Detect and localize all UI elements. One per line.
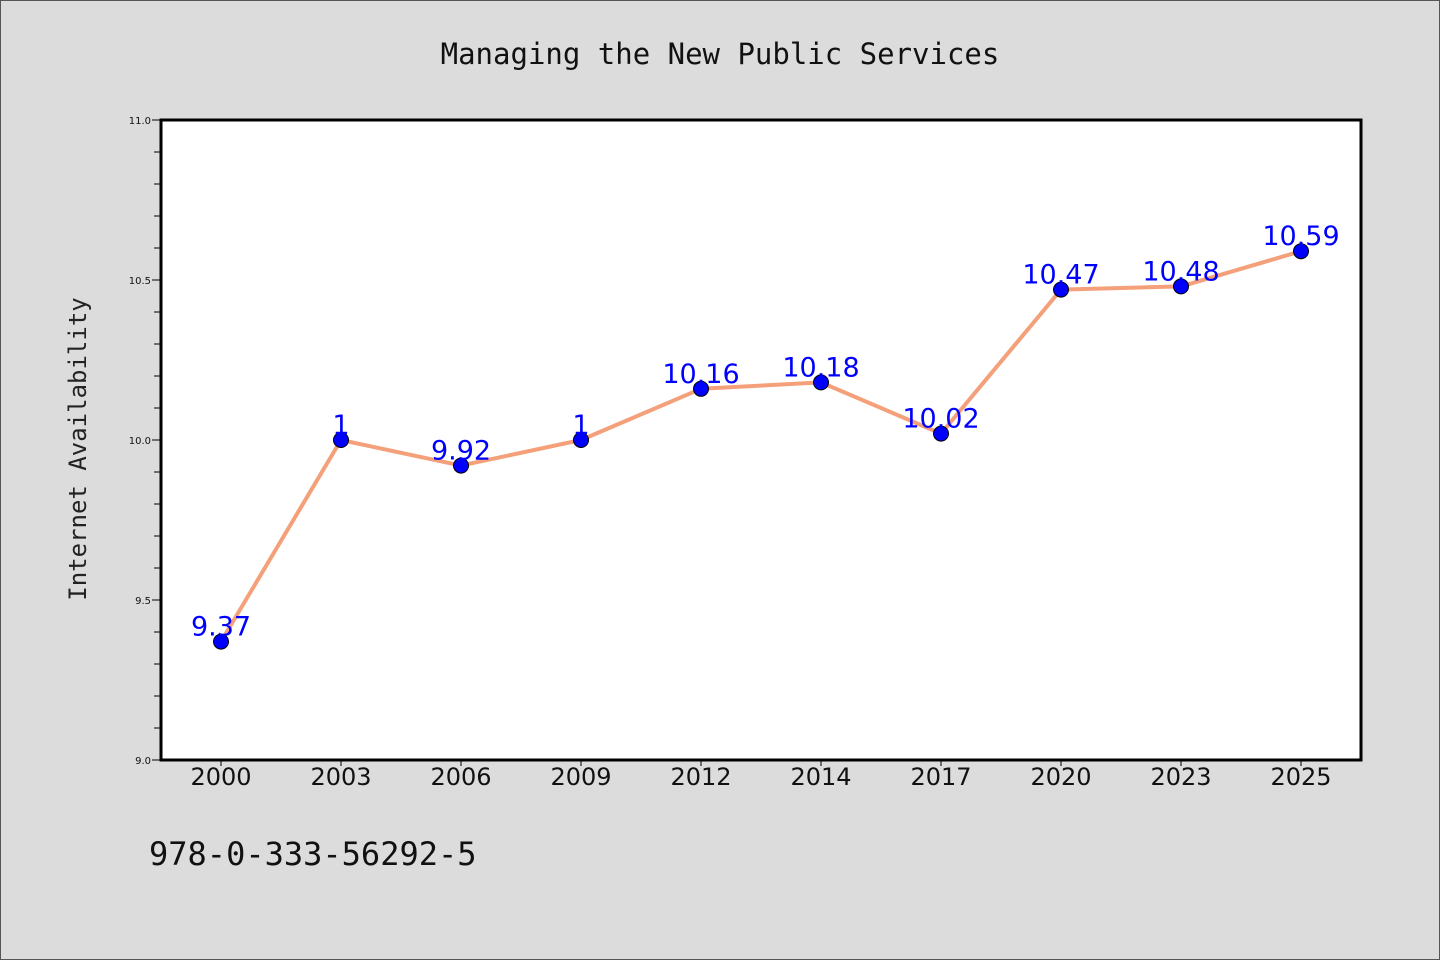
x-tick-label: 2003 [310, 763, 371, 791]
data-label: 10.02 [902, 404, 979, 435]
data-point [1173, 278, 1189, 295]
series-line [219, 249, 1303, 644]
data-point [333, 432, 349, 448]
isbn-text: 978-0-333-56292-5 [149, 835, 477, 873]
x-tick-label: 2006 [430, 763, 491, 791]
data-point [453, 457, 469, 474]
data-label: 10.59 [1262, 221, 1339, 252]
x-axis: 2000 2003 2006 2009 2012 2014 2017 2020 2023 2025 [190, 760, 1332, 791]
y-axis: 9.0 9.5 10.0 10.5 11.0 [129, 116, 161, 767]
plot-area [159, 118, 1363, 762]
series-layer: 9.37 1 9.92 1 10.16 10.18 10.02 10.47 10.48 10.59 [191, 221, 1340, 650]
y-tick-label: 9.0 [135, 756, 151, 767]
data-point [1293, 243, 1309, 260]
chart-title: Managing the New Public Services [441, 37, 1000, 71]
y-tick-label: 10.5 [129, 276, 151, 287]
data-label: 1 [572, 410, 589, 441]
data-point [573, 432, 589, 448]
data-label: 9.92 [431, 436, 491, 467]
data-point [1053, 281, 1069, 298]
x-tick-label: 2017 [910, 763, 971, 791]
x-tick-label: 2014 [790, 763, 851, 791]
x-tick-label: 2020 [1030, 763, 1091, 791]
x-tick-label: 2012 [670, 763, 731, 791]
y-tick-label: 11.0 [129, 116, 151, 127]
x-tick-label: 2025 [1270, 763, 1331, 791]
data-point [813, 374, 829, 391]
x-tick-label: 2009 [550, 763, 611, 791]
y-tick-label: 9.5 [135, 596, 151, 607]
data-label: 10.16 [662, 359, 739, 390]
data-point [693, 380, 709, 397]
y-axis-label: Internet Availability [64, 297, 92, 600]
data-label: 10.18 [782, 352, 859, 383]
data-label: 9.37 [191, 612, 251, 643]
y-tick-label: 10.0 [129, 436, 151, 447]
x-tick-label: 2000 [190, 763, 251, 791]
data-point [213, 633, 229, 650]
data-label: 10.48 [1142, 256, 1219, 287]
data-label: 1 [332, 410, 349, 441]
data-label: 10.47 [1022, 260, 1099, 291]
x-tick-label: 2023 [1150, 763, 1211, 791]
data-point [933, 425, 949, 442]
